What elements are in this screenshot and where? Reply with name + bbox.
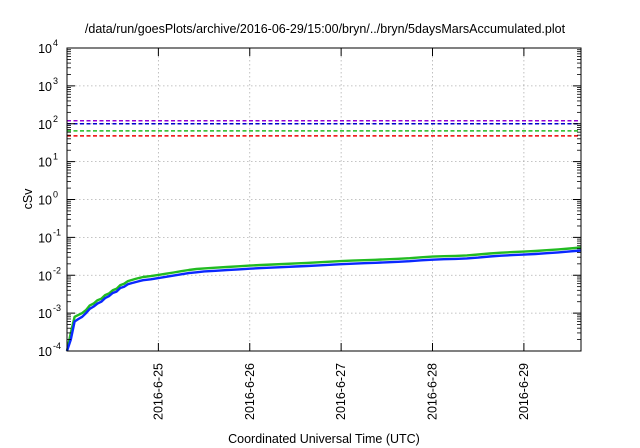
x-tick-label: 2016-6-26 [243,363,257,420]
x-tick-label: 2016-6-25 [151,363,165,420]
data-series [65,246,582,352]
y-tick-exponent: 4 [53,38,58,48]
series-line [65,249,582,352]
y-tick-exponent: -2 [53,265,61,275]
axis-ticks [67,47,581,352]
y-tick-label: 10 [38,42,52,56]
y-tick-exponent: 1 [53,152,58,162]
x-tick-labels: 2016-6-25 2016-6-26 2016-6-27 2016-6-28 2016… [151,363,531,420]
y-tick-label: 10 [38,269,52,283]
y-tick-label: 10 [38,80,52,94]
y-tick-label: 10 [38,307,52,321]
plot-frame [66,47,582,352]
y-tick-label: 10 [38,156,52,170]
y-tick-exponent: -1 [53,227,61,237]
series-line [65,246,582,352]
chart-title: /data/run/goesPlots/archive/2016-06-29/1… [85,22,566,36]
y-tick-exponent: -3 [53,303,61,313]
y-axis-label: cSv [21,188,35,210]
x-axis-label: Coordinated Universal Time (UTC) [228,432,420,446]
y-tick-exponent: 3 [53,76,58,86]
y-tick-label: 10 [38,231,52,245]
y-tick-exponent: -4 [53,341,61,351]
y-tick-label: 10 [38,194,52,208]
x-tick-label: 2016-6-28 [426,363,440,420]
x-tick-label: 2016-6-27 [334,363,348,420]
y-tick-label: 10 [38,118,52,132]
y-tick-label: 10 [38,345,52,359]
y-tick-exponent: 0 [53,190,58,200]
reference-lines [67,120,581,137]
x-tick-label: 2016-6-29 [517,363,531,420]
y-tick-exponent: 2 [53,114,58,124]
